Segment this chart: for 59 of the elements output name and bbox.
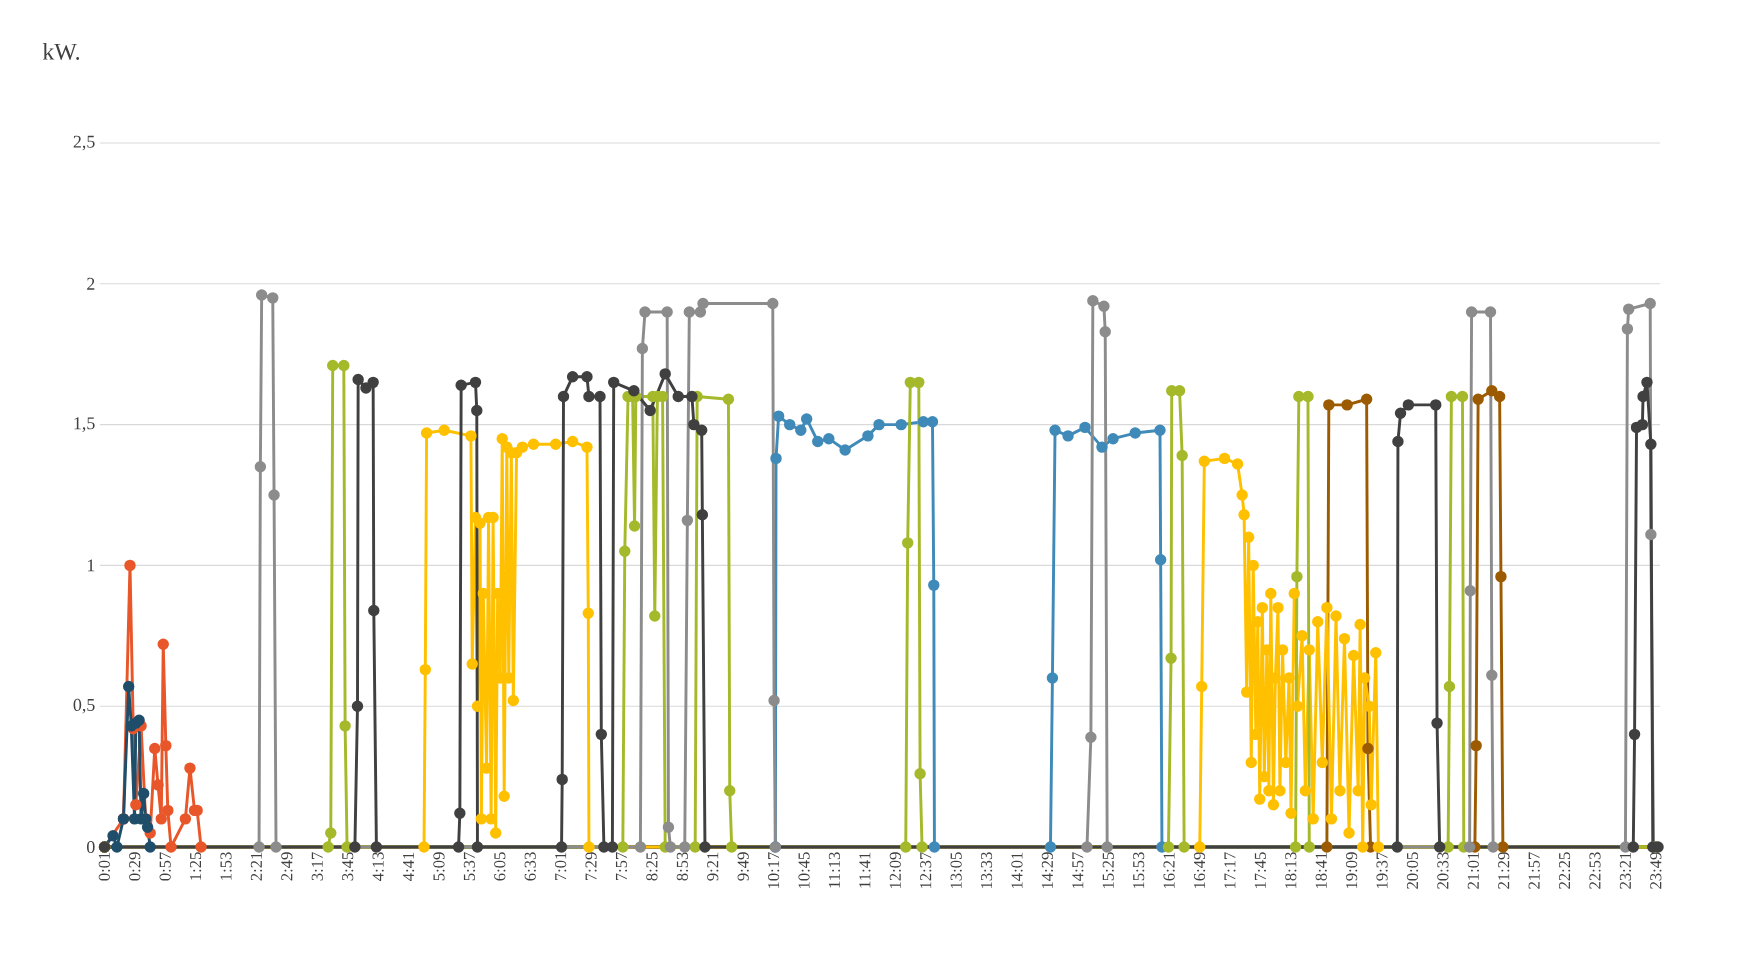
x-tick-label: 7:01 bbox=[555, 852, 567, 881]
x-tick-label: 20:05 bbox=[1406, 852, 1419, 889]
x-tick-label: 21:01 bbox=[1467, 852, 1479, 889]
x-tick-label: 0:29 bbox=[129, 852, 141, 881]
x-tick-label: 0:01 bbox=[98, 852, 110, 881]
x-tick-label: 6:05 bbox=[494, 852, 506, 881]
x-tick-label: 15:25 bbox=[1102, 852, 1114, 889]
x-tick-label: 17:17 bbox=[1224, 852, 1236, 889]
x-tick-label: 2:21 bbox=[250, 852, 263, 881]
y-tick-label: 0,5 bbox=[73, 698, 95, 714]
x-tick-label: 0:57 bbox=[159, 852, 171, 881]
y-tick-label: 2 bbox=[87, 277, 95, 290]
x-tick-label: 14:01 bbox=[1011, 852, 1023, 889]
x-tick-label: 22:53 bbox=[1589, 852, 1601, 889]
x-tick-label: 19:37 bbox=[1376, 852, 1388, 889]
x-tick-label: 17:45 bbox=[1254, 852, 1266, 889]
x-tick-label: 4:41 bbox=[402, 852, 415, 881]
y-axis-title: kW. bbox=[42, 42, 80, 60]
x-tick-label: 1:53 bbox=[220, 852, 232, 880]
x-tick-label: 22:25 bbox=[1558, 852, 1571, 889]
x-tick-label: 1:25 bbox=[189, 852, 202, 880]
x-tick-label: 19:09 bbox=[1346, 852, 1358, 889]
x-tick-label: 2:49 bbox=[281, 852, 293, 881]
x-tick-label: 18:41 bbox=[1315, 852, 1327, 889]
x-tick-label: 18:13 bbox=[1285, 852, 1297, 889]
x-tick-label: 5:09 bbox=[433, 852, 445, 881]
x-tick-label: 8:53 bbox=[676, 852, 688, 881]
x-tick-label: 4:13 bbox=[372, 852, 384, 881]
x-tick-label: 11:13 bbox=[828, 852, 841, 888]
x-tick-label: 9:49 bbox=[737, 852, 749, 881]
x-tick-label: 23:49 bbox=[1650, 852, 1662, 889]
x-tick-label: 7:57 bbox=[615, 852, 628, 881]
x-tick-label: 23:21 bbox=[1619, 852, 1632, 889]
x-tick-label: 10:45 bbox=[798, 852, 810, 889]
x-tick-label: 3:17 bbox=[311, 852, 323, 881]
x-tick-label: 14:29 bbox=[1041, 852, 1054, 889]
x-tick-label: 13:33 bbox=[980, 852, 993, 889]
x-tick-label: 8:25 bbox=[646, 852, 658, 881]
y-tick-label: 1 bbox=[87, 559, 95, 572]
y-tick-label: 1,5 bbox=[74, 417, 95, 432]
y-tick-label: 0 bbox=[87, 840, 95, 854]
x-tick-label: 16:49 bbox=[1193, 852, 1206, 889]
x-tick-label: 13:05 bbox=[950, 852, 962, 889]
x-tick-label: 21:57 bbox=[1528, 852, 1540, 889]
x-tick-label: 12:37 bbox=[920, 852, 932, 889]
y-tick-label: 2,5 bbox=[73, 135, 95, 151]
x-tick-label: 21:29 bbox=[1498, 852, 1510, 889]
x-tick-label: 5:37 bbox=[463, 852, 476, 881]
x-tick-label: 10:17 bbox=[767, 852, 780, 889]
x-tick-label: 12:09 bbox=[889, 852, 901, 889]
x-tick-label: 7:29 bbox=[585, 852, 597, 881]
x-tick-label: 11:41 bbox=[859, 852, 871, 888]
x-tick-label: 14:57 bbox=[1072, 852, 1084, 889]
x-tick-label: 9:21 bbox=[707, 852, 719, 881]
x-tick-label: 16:21 bbox=[1163, 852, 1175, 889]
x-tick-label: 15:53 bbox=[1133, 852, 1145, 889]
x-tick-label: 3:45 bbox=[342, 852, 354, 881]
x-tick-label: 20:33 bbox=[1437, 852, 1449, 889]
x-tick-label: 6:33 bbox=[524, 852, 536, 881]
